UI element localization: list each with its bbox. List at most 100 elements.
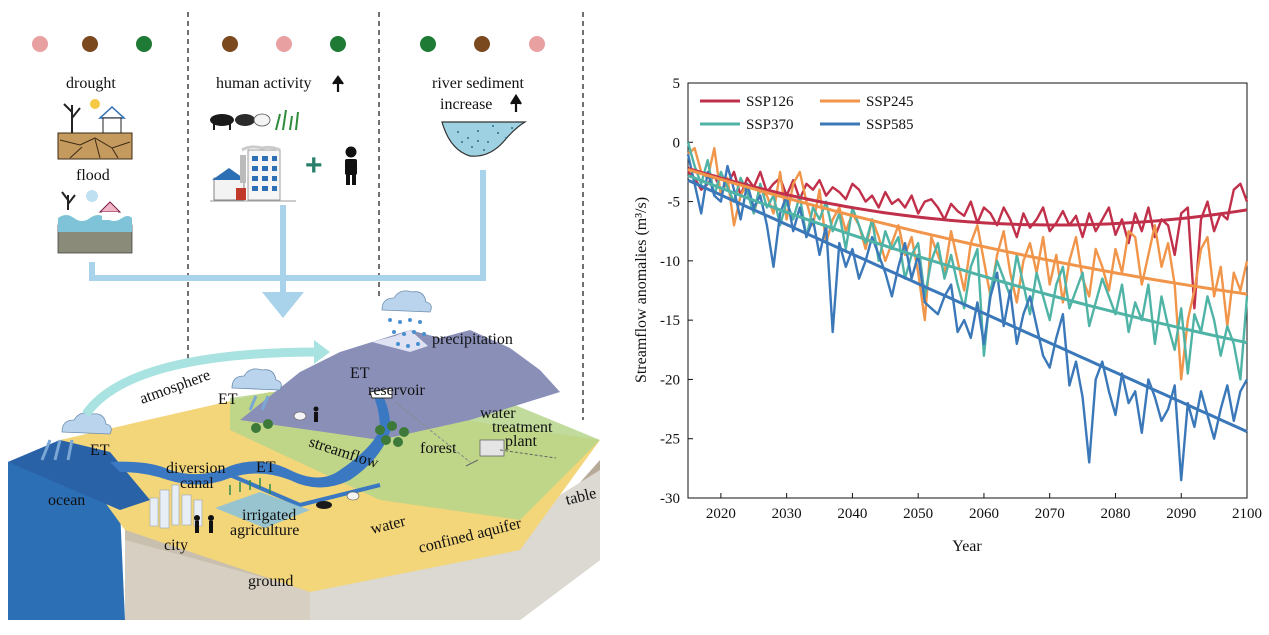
x-tick-label: 2100 bbox=[1232, 506, 1262, 522]
reservoir-label: reservoir bbox=[368, 382, 426, 399]
et-arrows bbox=[40, 395, 270, 461]
treatment-label: treatment bbox=[492, 419, 553, 436]
reservoir bbox=[369, 387, 393, 399]
illustration: drought flood human activity bbox=[8, 12, 600, 620]
irrigated-field bbox=[215, 492, 310, 528]
x-tick-label: 2090 bbox=[1166, 506, 1196, 522]
human-activity-label: human activity bbox=[216, 75, 312, 92]
x-tick-label: 2020 bbox=[706, 506, 736, 522]
plot-frame bbox=[687, 82, 1248, 499]
combine-arrows bbox=[89, 170, 486, 292]
crops-icon bbox=[229, 478, 271, 495]
y-tick-label: -30 bbox=[660, 491, 680, 507]
et-label-reservoir: ET bbox=[350, 365, 370, 382]
series-line-ssp585 bbox=[686, 153, 1249, 482]
series-line-ssp245 bbox=[687, 146, 1249, 381]
et-label-cloud: ET bbox=[218, 391, 238, 408]
forest-label: forest bbox=[420, 440, 457, 457]
dot-pink bbox=[32, 36, 48, 52]
diversion-label: diversion bbox=[166, 460, 226, 477]
dot-brown bbox=[222, 36, 238, 52]
ocean-label: ocean bbox=[48, 492, 85, 509]
trend-line-ssp245 bbox=[687, 168, 1248, 296]
y-tick-label: 5 bbox=[673, 76, 681, 92]
streamflow-chart: 5 0 -5 -10 -15 -20 -25 -30 2020 2030 2040 2050 2060… bbox=[633, 76, 1262, 555]
legend-label: SSP370 bbox=[746, 117, 794, 133]
increase-label: increase bbox=[440, 96, 492, 113]
legend: SSP126 SSP245 SSP370 SSP585 bbox=[700, 94, 914, 133]
water-label: water bbox=[480, 405, 516, 422]
x-axis: 2020 2030 2040 2050 2060 2070 2080 2090 2100 bbox=[706, 493, 1262, 522]
mountains bbox=[240, 330, 560, 440]
trend-line-ssp370 bbox=[687, 174, 1248, 345]
et-label-canal: ET bbox=[256, 459, 276, 476]
drought-label: drought bbox=[66, 75, 116, 92]
dot-brown bbox=[474, 36, 490, 52]
flood-label: flood bbox=[76, 167, 110, 184]
irrigated-label: irrigated bbox=[242, 507, 296, 524]
dots-panel-2 bbox=[222, 36, 346, 52]
livestock-icon bbox=[210, 109, 299, 131]
dot-green bbox=[136, 36, 152, 52]
atmosphere-arrow-head bbox=[314, 340, 330, 364]
x-tick-label: 2060 bbox=[969, 506, 999, 522]
y-axis: 5 0 -5 -10 -15 -20 -25 -30 bbox=[660, 76, 693, 507]
people-icon bbox=[194, 406, 319, 533]
y-tick-label: -5 bbox=[668, 195, 681, 211]
cloud-icon bbox=[61, 412, 112, 435]
dot-green bbox=[420, 36, 436, 52]
arrow-up-icon bbox=[510, 93, 522, 112]
plant-label: plant bbox=[505, 433, 538, 450]
dots-panel-3 bbox=[420, 36, 545, 52]
canal-label: canal bbox=[180, 475, 214, 492]
et-label-ocean: ET bbox=[90, 442, 110, 459]
cloud-icon bbox=[231, 368, 282, 391]
forest-icon bbox=[251, 419, 409, 447]
trend-line-ssp126 bbox=[687, 166, 1248, 227]
sediment-bowl-icon bbox=[441, 121, 528, 157]
y-tick-label: -10 bbox=[660, 254, 680, 270]
y-axis-title: Streamflow anomalies (m³/s) bbox=[633, 197, 650, 383]
ground-label: ground bbox=[248, 573, 293, 590]
x-tick-label: 2080 bbox=[1100, 506, 1130, 522]
y-tick-label: -25 bbox=[660, 432, 680, 448]
river bbox=[110, 390, 391, 488]
trend-lines bbox=[687, 166, 1248, 433]
legend-label: SSP126 bbox=[746, 94, 794, 110]
dot-green bbox=[330, 36, 346, 52]
trend-line-ssp585 bbox=[687, 178, 1248, 433]
person-icon bbox=[345, 146, 357, 185]
aquifer-band bbox=[125, 540, 310, 620]
x-axis-title: Year bbox=[952, 538, 982, 555]
x-tick-label: 2070 bbox=[1035, 506, 1065, 522]
x-tick-label: 2040 bbox=[837, 506, 867, 522]
dot-pink bbox=[276, 36, 292, 52]
dot-brown bbox=[82, 36, 98, 52]
arrow-up-icon bbox=[332, 75, 344, 92]
city-icon bbox=[149, 484, 203, 529]
factory-icon bbox=[210, 145, 296, 202]
dot-pink bbox=[529, 36, 545, 52]
down-arrow-icon bbox=[262, 292, 304, 318]
legend-label: SSP585 bbox=[866, 117, 914, 133]
mountain-snow bbox=[372, 330, 428, 352]
x-tick-label: 2030 bbox=[772, 506, 802, 522]
y-tick-label: 0 bbox=[673, 135, 681, 151]
flood-icon bbox=[57, 190, 133, 254]
plus-sign: + bbox=[305, 149, 323, 182]
y-tick-label: -15 bbox=[660, 313, 680, 329]
rain-cloud-icon bbox=[381, 290, 432, 348]
animals-icon bbox=[293, 411, 360, 509]
city-label: city bbox=[164, 537, 188, 554]
agriculture-label: agriculture bbox=[230, 522, 299, 539]
canal bbox=[229, 473, 381, 508]
dots-panel-1 bbox=[32, 36, 152, 52]
precipitation-label: precipitation bbox=[432, 331, 513, 348]
drought-icon bbox=[57, 99, 133, 160]
river-sediment-label: river sediment bbox=[432, 75, 525, 92]
treatment-plant-icon bbox=[394, 401, 557, 467]
y-tick-label: -20 bbox=[660, 372, 680, 388]
atmosphere-arrow bbox=[82, 347, 321, 417]
x-tick-label: 2050 bbox=[903, 506, 933, 522]
